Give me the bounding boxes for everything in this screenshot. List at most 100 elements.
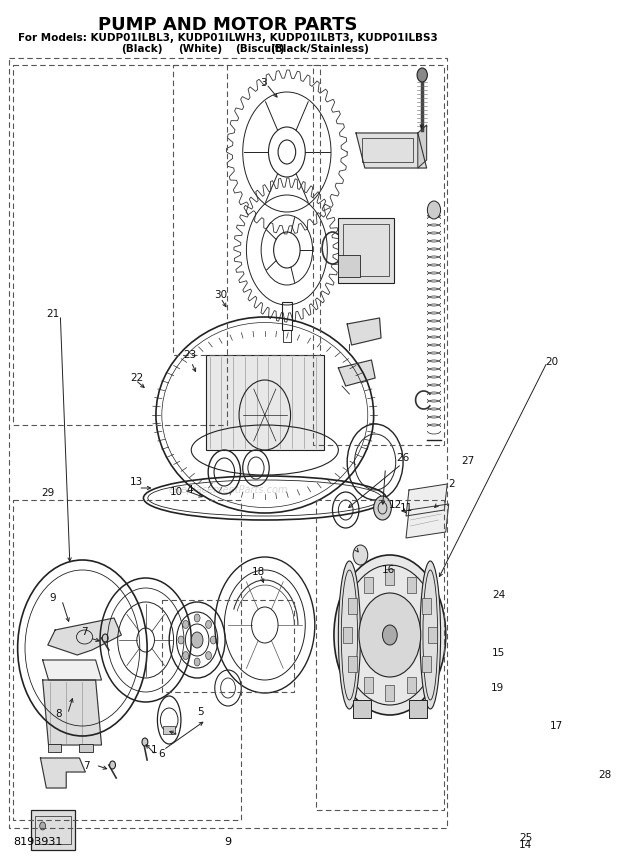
Bar <box>13 500 241 820</box>
Text: 12: 12 <box>389 500 402 510</box>
Text: 22: 22 <box>130 373 143 383</box>
Text: 14: 14 <box>518 840 532 850</box>
Circle shape <box>191 632 203 648</box>
Text: 20: 20 <box>545 357 558 367</box>
Ellipse shape <box>420 561 441 709</box>
Bar <box>364 677 373 693</box>
Circle shape <box>427 201 441 219</box>
Bar <box>48 744 61 752</box>
Text: 29: 29 <box>41 488 55 498</box>
Text: 23: 23 <box>183 350 197 360</box>
Bar <box>173 65 320 355</box>
Polygon shape <box>40 758 86 788</box>
Bar <box>348 656 357 672</box>
Bar <box>409 700 427 718</box>
Bar <box>79 744 92 752</box>
Circle shape <box>194 614 200 622</box>
Circle shape <box>353 545 368 565</box>
Bar <box>348 598 357 614</box>
Circle shape <box>206 651 211 660</box>
Text: 9: 9 <box>50 593 56 603</box>
Bar <box>339 255 360 277</box>
Text: 17: 17 <box>550 721 564 731</box>
Bar <box>407 677 415 693</box>
Text: PUMP AND MOTOR PARTS: PUMP AND MOTOR PARTS <box>99 16 358 34</box>
Bar <box>283 330 291 342</box>
Text: 9: 9 <box>224 837 232 847</box>
Text: 8: 8 <box>56 709 62 719</box>
Text: 30: 30 <box>214 290 228 300</box>
Polygon shape <box>43 660 102 680</box>
Text: 11: 11 <box>399 503 413 513</box>
Text: 18: 18 <box>252 567 265 577</box>
Text: For Models: KUDP01ILBL3, KUDP01ILWH3, KUDP01ILBT3, KUDP01ILBS3: For Models: KUDP01ILBL3, KUDP01ILWH3, KU… <box>18 33 438 43</box>
Text: 19: 19 <box>490 683 504 693</box>
Bar <box>407 577 415 592</box>
Circle shape <box>183 621 188 628</box>
Text: (Biscuit): (Biscuit) <box>235 44 285 54</box>
Text: 13: 13 <box>130 477 143 487</box>
Ellipse shape <box>334 555 446 715</box>
Text: 21: 21 <box>46 309 60 319</box>
Bar <box>281 302 292 330</box>
Circle shape <box>374 496 391 520</box>
Bar <box>364 577 373 592</box>
Bar <box>343 224 389 276</box>
Bar <box>339 218 394 283</box>
Text: 16: 16 <box>382 565 395 575</box>
Bar <box>428 627 437 643</box>
Text: 4: 4 <box>187 485 193 495</box>
Polygon shape <box>48 618 122 655</box>
Text: 6: 6 <box>159 749 165 759</box>
Text: 2: 2 <box>448 479 455 489</box>
Bar <box>9 58 447 828</box>
Polygon shape <box>356 133 427 168</box>
Bar <box>35 816 71 844</box>
Bar <box>163 726 175 734</box>
Bar <box>422 598 431 614</box>
Circle shape <box>102 634 108 642</box>
Text: eReplacementParts.com: eReplacementParts.com <box>168 485 288 495</box>
Circle shape <box>183 651 188 660</box>
Bar <box>422 656 431 672</box>
Circle shape <box>178 636 184 644</box>
Bar <box>386 569 394 585</box>
Bar <box>343 627 352 643</box>
Polygon shape <box>43 680 102 745</box>
Polygon shape <box>347 318 381 345</box>
Bar <box>206 355 324 450</box>
Polygon shape <box>406 504 449 538</box>
Bar <box>13 65 226 425</box>
Polygon shape <box>406 484 447 516</box>
Text: 10: 10 <box>170 487 183 497</box>
Text: (Black/Stainless): (Black/Stainless) <box>270 44 369 54</box>
Text: 3: 3 <box>260 78 267 88</box>
Text: 27: 27 <box>461 456 474 466</box>
Text: 15: 15 <box>492 648 505 658</box>
Text: 8193931: 8193931 <box>13 837 63 847</box>
Text: 7: 7 <box>81 627 88 637</box>
Bar <box>31 810 75 850</box>
Bar <box>313 65 445 445</box>
Ellipse shape <box>339 561 360 709</box>
Text: 7: 7 <box>82 761 89 771</box>
Polygon shape <box>418 125 427 168</box>
Text: (White): (White) <box>179 44 223 54</box>
Bar <box>386 685 394 701</box>
Circle shape <box>210 636 216 644</box>
Circle shape <box>40 822 46 830</box>
Circle shape <box>417 68 427 82</box>
Circle shape <box>110 761 115 769</box>
Text: 28: 28 <box>599 770 612 780</box>
Bar <box>316 500 445 810</box>
Text: (Black): (Black) <box>121 44 162 54</box>
Polygon shape <box>339 360 375 386</box>
Text: 24: 24 <box>492 590 505 600</box>
Circle shape <box>383 625 397 645</box>
Circle shape <box>142 738 148 746</box>
Text: 5: 5 <box>197 707 203 717</box>
Circle shape <box>206 621 211 628</box>
Text: 26: 26 <box>396 453 410 463</box>
Text: 25: 25 <box>520 833 533 843</box>
Text: 1: 1 <box>151 745 157 755</box>
